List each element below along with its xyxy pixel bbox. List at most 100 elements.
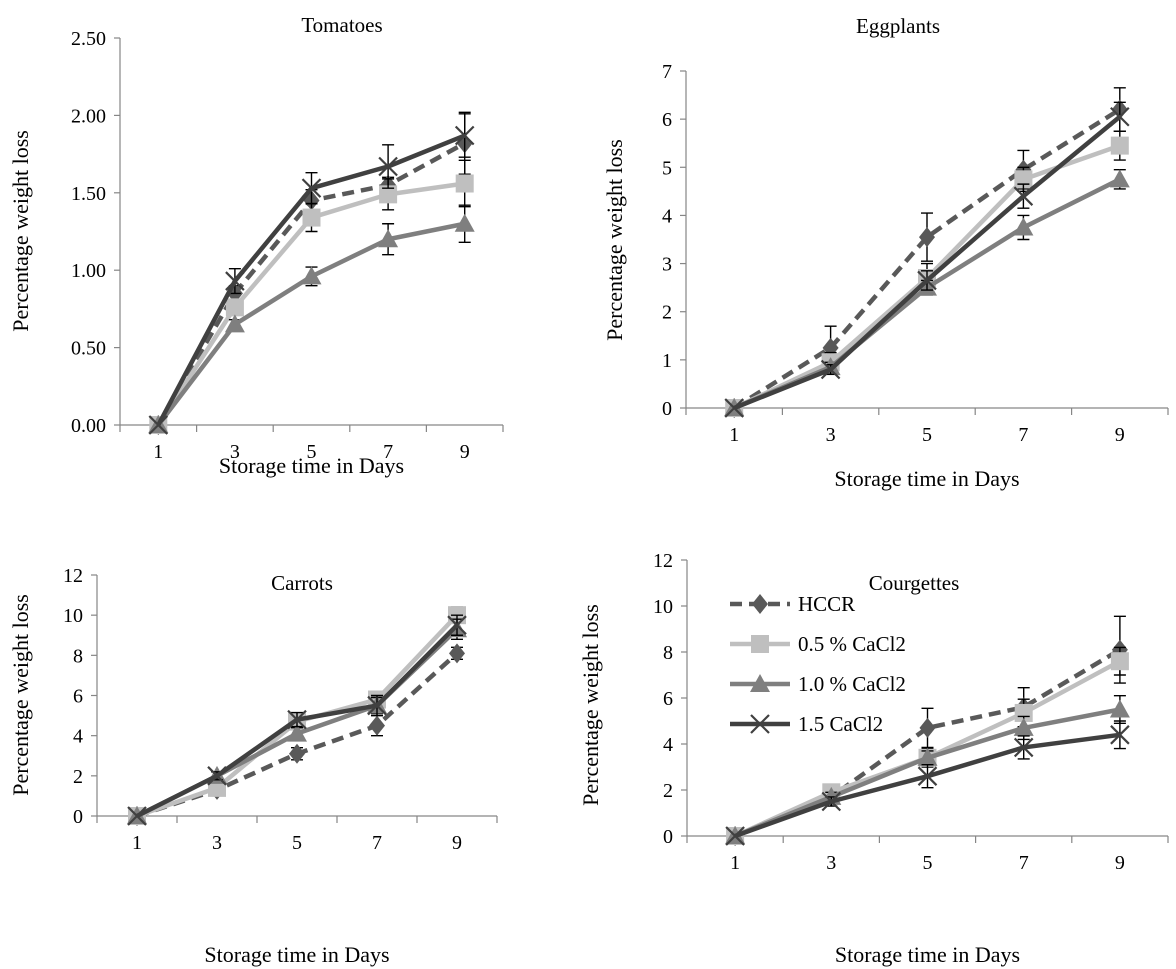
data-point: [378, 229, 399, 248]
data-point: [919, 717, 936, 738]
y-tick-label: 4: [663, 734, 673, 756]
legend-item-hccr: HCCR: [730, 592, 855, 616]
x-axis-label: Storage time in Days: [204, 942, 389, 967]
data-point: [289, 743, 305, 764]
x-tick-label: 7: [1018, 424, 1028, 446]
legend-item-1-5-cacl2: 1.5 CaCl2: [730, 712, 883, 736]
legend-item-1-0-cacl2: 1.0 % CaCl2: [730, 672, 906, 696]
series-1-0-cacl2: [148, 204, 475, 433]
data-point: [1110, 106, 1130, 127]
y-tick-label: 1.00: [71, 260, 106, 282]
legend-marker: [752, 594, 768, 614]
x-axis-label: Storage time in Days: [834, 466, 1019, 491]
y-tick-label: 6: [663, 688, 673, 710]
data-point: [724, 398, 744, 418]
y-tick-label: 2: [663, 780, 673, 802]
y-tick-label: 2.50: [71, 28, 106, 50]
series-1-0-cacl2: [724, 168, 1130, 416]
data-point: [287, 723, 307, 742]
data-point: [1110, 652, 1129, 671]
legend: HCCR 0.5 % CaCl2 1.0 % CaCl2 1.5 CaCl2: [730, 592, 906, 736]
series-1-0-cacl2: [725, 695, 1130, 844]
data-point: [449, 643, 465, 664]
panel-courgettes: 0 2 4 6 8 10 12 1 3 5 7 9 Courgettes Storage time in …: [578, 550, 1169, 967]
data-point: [1110, 136, 1129, 155]
legend-label: HCCR: [798, 592, 855, 616]
x-tick-label: 3: [212, 832, 222, 854]
y-tick-label: 3: [662, 254, 672, 276]
data-point: [207, 766, 227, 786]
chart-title: Carrots: [271, 571, 333, 595]
data-point: [1013, 186, 1034, 206]
x-tick-label: 5: [923, 852, 933, 874]
data-point: [1110, 725, 1130, 745]
x-tick-label: 7: [1019, 852, 1029, 874]
data-point: [917, 270, 937, 291]
y-tick-label: 0.00: [71, 415, 106, 437]
data-point: [454, 213, 475, 232]
x-tick-label: 5: [307, 441, 317, 463]
data-point: [455, 174, 474, 193]
data-point: [1013, 717, 1034, 736]
x-tick-label: 1: [730, 852, 740, 874]
data-point: [447, 615, 467, 635]
y-tick-label: 10: [653, 596, 673, 618]
y-tick-label: 7: [662, 61, 672, 83]
data-point: [725, 826, 745, 846]
data-point: [148, 415, 169, 435]
data-point: [127, 806, 147, 826]
y-tick-label: 1: [662, 350, 672, 372]
y-axis-label: Percentage weight loss: [8, 130, 33, 332]
data-point: [378, 156, 398, 177]
x-tick-label: 9: [460, 441, 470, 463]
y-tick-label: 4: [73, 726, 83, 748]
panel-eggplants: 0 1 2 3 4 5 6 7 1 3 5 7 9 Eggplants Storage time in Da…: [602, 14, 1169, 491]
y-tick-label: 5: [662, 157, 672, 179]
legend-marker: [750, 714, 770, 734]
data-point: [821, 791, 842, 812]
x-tick-label: 1: [132, 832, 142, 854]
data-point: [224, 314, 245, 333]
x-axis-label: Storage time in Days: [835, 942, 1020, 967]
y-tick-label: 2: [73, 766, 83, 788]
legend-label: 1.5 CaCl2: [798, 712, 883, 736]
legend-item-0-5-cacl2: 0.5 % CaCl2: [730, 632, 906, 656]
y-axis-label: Percentage weight loss: [602, 139, 627, 341]
x-tick-label: 7: [383, 441, 393, 463]
data-point: [820, 359, 841, 380]
y-tick-label: 0: [663, 826, 673, 848]
data-point: [379, 185, 398, 204]
legend-marker: [750, 674, 770, 692]
x-tick-label: 9: [1115, 424, 1125, 446]
y-tick-label: 12: [63, 565, 83, 587]
chart-title: Eggplants: [856, 14, 940, 38]
x-tick-label: 1: [729, 424, 739, 446]
x-tick-label: 5: [922, 424, 932, 446]
data-point: [287, 709, 307, 730]
data-point: [1013, 737, 1034, 758]
data-point: [1014, 703, 1033, 722]
x-tick-label: 9: [452, 832, 462, 854]
data-point: [917, 747, 938, 766]
y-tick-label: 6: [662, 109, 672, 131]
x-tick-label: 9: [1115, 852, 1125, 874]
legend-label: 1.0 % CaCl2: [798, 672, 906, 696]
series-1-5-cacl2: [724, 101, 1130, 418]
data-point: [225, 271, 245, 291]
y-tick-label: 1.50: [71, 183, 106, 205]
y-tick-label: 2: [662, 302, 672, 324]
data-point: [454, 125, 475, 146]
series-1-5-cacl2: [148, 113, 475, 435]
y-tick-label: 8: [663, 642, 673, 664]
x-tick-label: 5: [292, 832, 302, 854]
y-tick-label: 2.00: [71, 105, 106, 127]
chart-title: Courgettes: [869, 571, 960, 595]
x-tick-label: 1: [153, 441, 163, 463]
x-tick-label: 7: [372, 832, 382, 854]
y-tick-label: 12: [653, 550, 673, 572]
series-1-5-cacl2: [127, 614, 467, 826]
y-tick-label: 0: [662, 398, 672, 420]
x-axis-label: Storage time in Days: [219, 453, 404, 478]
